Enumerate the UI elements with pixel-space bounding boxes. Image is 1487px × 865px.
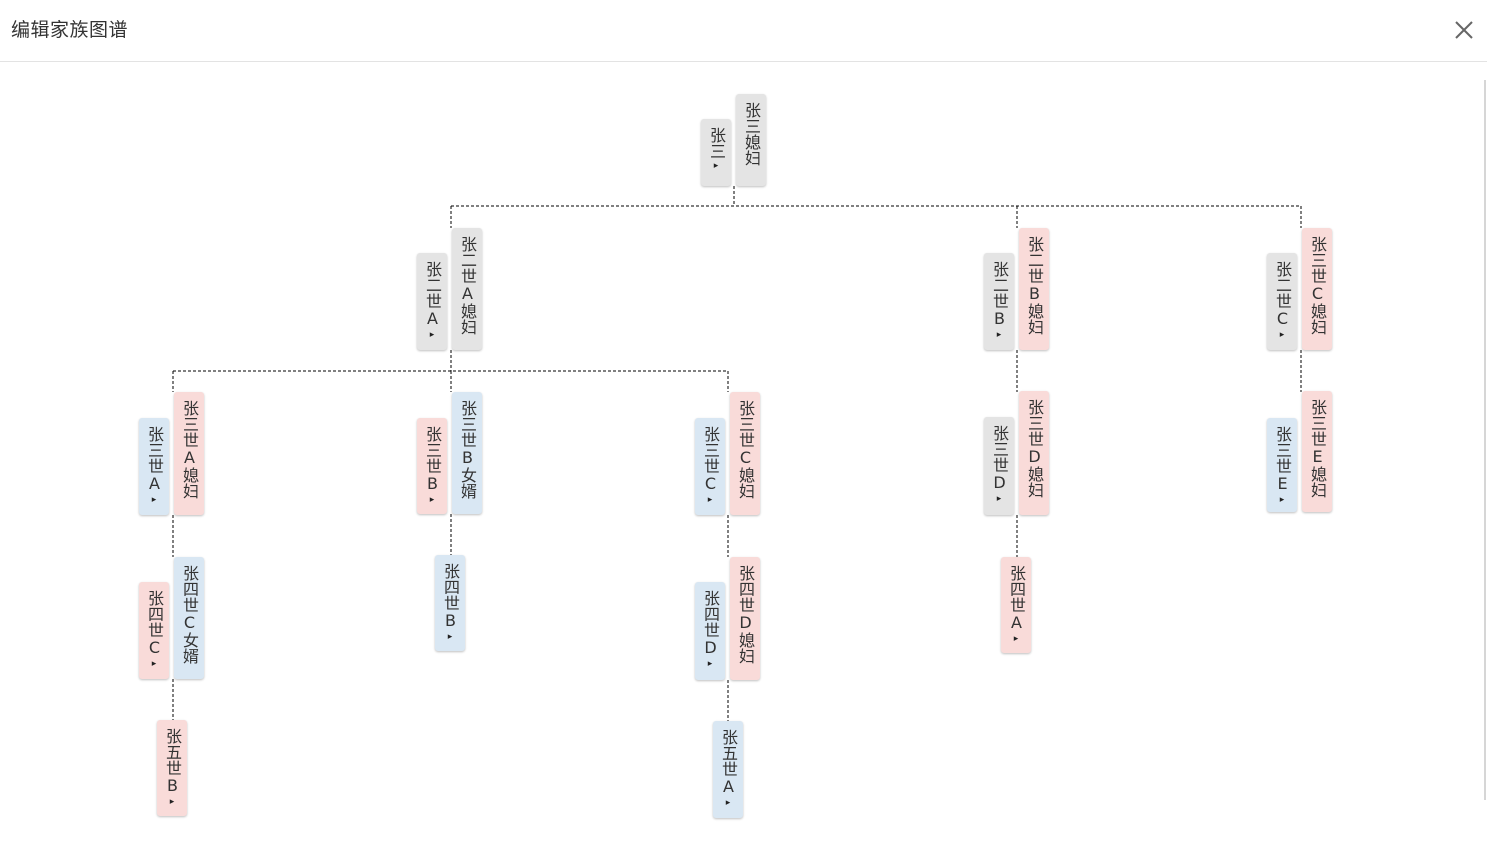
- person-name: 张三世C媳妇: [736, 400, 755, 499]
- person-node[interactable]: 张四世D ▸: [695, 582, 725, 680]
- person-name: 张四世D: [701, 590, 720, 657]
- triangle-right-icon[interactable]: ▸: [996, 330, 1002, 340]
- person-node[interactable]: 张三世B ▸: [417, 418, 447, 514]
- person-name: 张二世C: [1273, 261, 1292, 328]
- person-node[interactable]: 张三 ▸: [701, 119, 731, 186]
- dialog-title: 编辑家族图谱: [11, 19, 129, 41]
- person-node[interactable]: 张二世C ▸: [1267, 253, 1297, 350]
- person-name: 张三世D: [990, 425, 1009, 492]
- person-node[interactable]: 张二世B ▸: [984, 253, 1014, 350]
- person-name: 张二世A: [423, 261, 442, 328]
- dialog-header: 编辑家族图谱: [0, 0, 1487, 62]
- person-node[interactable]: 张五世B ▸: [157, 720, 187, 816]
- triangle-right-icon[interactable]: ▸: [447, 632, 453, 642]
- spouse-node[interactable]: 张三世C媳妇: [730, 392, 760, 515]
- spouse-node[interactable]: 张三世D媳妇: [1019, 391, 1049, 515]
- triangle-right-icon[interactable]: ▸: [996, 494, 1002, 504]
- spouse-node[interactable]: 张二世B媳妇: [1019, 228, 1049, 350]
- person-name: 张三世B: [423, 426, 442, 493]
- person-name: 张四世C女婿: [180, 565, 199, 664]
- triangle-right-icon[interactable]: ▸: [707, 495, 713, 505]
- person-name: 张四世A: [1007, 565, 1026, 632]
- person-name: 张三世C媳妇: [1308, 236, 1327, 335]
- triangle-right-icon[interactable]: ▸: [1279, 330, 1285, 340]
- person-name: 张四世D媳妇: [736, 565, 755, 664]
- person-node[interactable]: 张四世B ▸: [435, 555, 465, 651]
- triangle-right-icon[interactable]: ▸: [429, 330, 435, 340]
- person-name: 张二世A媳妇: [458, 236, 477, 335]
- person-node[interactable]: 张四世C ▸: [139, 582, 169, 679]
- triangle-right-icon[interactable]: ▸: [1013, 634, 1019, 644]
- spouse-node[interactable]: 张四世C女婿: [174, 557, 204, 679]
- person-node[interactable]: 张三世E ▸: [1267, 418, 1297, 512]
- person-name: 张三媳妇: [742, 102, 761, 166]
- triangle-right-icon[interactable]: ▸: [707, 659, 713, 669]
- person-name: 张三世E: [1273, 426, 1292, 493]
- triangle-right-icon[interactable]: ▸: [1279, 495, 1285, 505]
- triangle-right-icon[interactable]: ▸: [169, 797, 175, 807]
- person-node[interactable]: 张三世C ▸: [695, 418, 725, 515]
- person-name: 张五世B: [163, 728, 182, 795]
- person-name: 张三世B女婿: [458, 400, 477, 499]
- spouse-node[interactable]: 张二世A媳妇: [452, 228, 482, 350]
- scrollbar[interactable]: [1484, 80, 1486, 800]
- person-node[interactable]: 张三世A ▸: [139, 418, 169, 515]
- spouse-node[interactable]: 张四世D媳妇: [730, 557, 760, 680]
- spouse-node[interactable]: 张三世B女婿: [452, 392, 482, 514]
- triangle-right-icon[interactable]: ▸: [429, 495, 435, 505]
- person-name: 张四世C: [145, 590, 164, 657]
- person-name: 张三世C: [701, 426, 720, 493]
- spouse-node[interactable]: 张三媳妇: [736, 94, 766, 186]
- person-name: 张三: [707, 127, 726, 159]
- person-name: 张五世A: [719, 729, 738, 796]
- person-name: 张三世A媳妇: [180, 400, 199, 499]
- person-node[interactable]: 张三世D ▸: [984, 417, 1014, 515]
- spouse-node[interactable]: 张三世A媳妇: [174, 392, 204, 515]
- person-node[interactable]: 张五世A ▸: [713, 721, 743, 818]
- triangle-right-icon[interactable]: ▸: [151, 659, 157, 669]
- person-node[interactable]: 张二世A ▸: [417, 253, 447, 350]
- person-node[interactable]: 张四世A ▸: [1001, 557, 1031, 653]
- triangle-right-icon[interactable]: ▸: [151, 495, 157, 505]
- person-name: 张二世B媳妇: [1025, 236, 1044, 335]
- person-name: 张二世B: [990, 261, 1009, 328]
- person-name: 张四世B: [441, 563, 460, 630]
- spouse-node[interactable]: 张三世E媳妇: [1302, 391, 1332, 512]
- person-name: 张三世A: [145, 426, 164, 493]
- person-name: 张三世E媳妇: [1308, 399, 1327, 498]
- triangle-right-icon[interactable]: ▸: [713, 161, 719, 171]
- person-name: 张三世D媳妇: [1025, 399, 1044, 498]
- triangle-right-icon[interactable]: ▸: [725, 798, 731, 808]
- spouse-node[interactable]: 张三世C媳妇: [1302, 228, 1332, 350]
- close-icon[interactable]: [1452, 18, 1476, 42]
